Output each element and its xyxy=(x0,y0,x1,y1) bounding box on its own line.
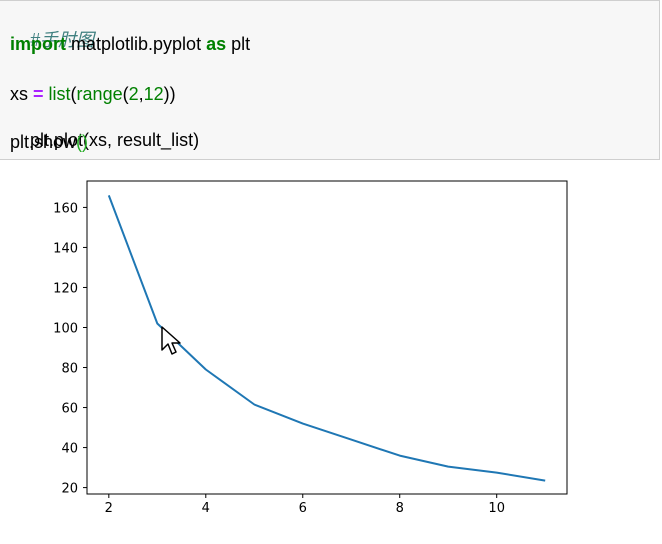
x-tick-label: 10 xyxy=(488,501,505,516)
code-line-xs: xs = list(range(2,12)) xyxy=(10,83,176,105)
y-tick-label: 40 xyxy=(61,442,78,457)
var-xs: xs xyxy=(10,84,34,104)
arg-start: 2 xyxy=(128,84,139,104)
y-tick-label: 120 xyxy=(53,281,78,296)
paren-close: )) xyxy=(163,84,176,104)
y-tick-label: 140 xyxy=(53,241,78,256)
cell-output: 2 4 6 8 10 20 40 60 80 100 120 140 160 xyxy=(0,162,662,539)
y-tick-label: 20 xyxy=(61,482,78,497)
arg-comma: , xyxy=(138,84,144,104)
axes-frame xyxy=(86,180,568,495)
assign-operator: = xyxy=(33,84,44,104)
x-tick-label: 4 xyxy=(202,501,210,516)
code-line-comment: #手肘图 xyxy=(10,7,94,73)
code-comment: #手肘图 xyxy=(30,30,95,50)
line-chart: 2 4 6 8 10 20 40 60 80 100 120 140 160 xyxy=(53,180,568,516)
x-tick-label: 8 xyxy=(396,501,404,516)
plot-call: plt.plot(xs, result_list) xyxy=(30,130,200,150)
y-tick-label: 160 xyxy=(53,201,78,216)
paren-open-args: ( xyxy=(122,84,129,104)
y-tick-label: 100 xyxy=(53,321,78,336)
builtin-range: range xyxy=(76,84,123,104)
x-tick-label: 6 xyxy=(299,501,307,516)
code-cell[interactable]: #手肘图 import matplotlib.pyplot as plt xs … xyxy=(0,0,660,160)
y-tick-label: 60 xyxy=(61,402,78,417)
keyword-import: import xyxy=(10,34,66,54)
code-line-show: plt.show() xyxy=(10,131,88,153)
show-call: plt.show xyxy=(10,132,77,152)
module-alias: plt xyxy=(226,34,251,54)
module-name: matplotlib.pyplot xyxy=(66,34,207,54)
keyword-as: as xyxy=(206,34,227,54)
builtin-list: list xyxy=(48,84,71,104)
y-tick-label: 80 xyxy=(61,362,78,377)
x-tick-label: 2 xyxy=(105,501,113,516)
paren-open: ( xyxy=(70,84,77,104)
code-line-import: import matplotlib.pyplot as plt xyxy=(10,33,250,55)
mouse-cursor-icon xyxy=(160,326,182,361)
show-parens: () xyxy=(76,132,89,152)
code-line-plot: plt.plot(xs, result_list) xyxy=(10,107,199,173)
series-line xyxy=(107,195,546,482)
arg-stop: 12 xyxy=(143,84,164,104)
